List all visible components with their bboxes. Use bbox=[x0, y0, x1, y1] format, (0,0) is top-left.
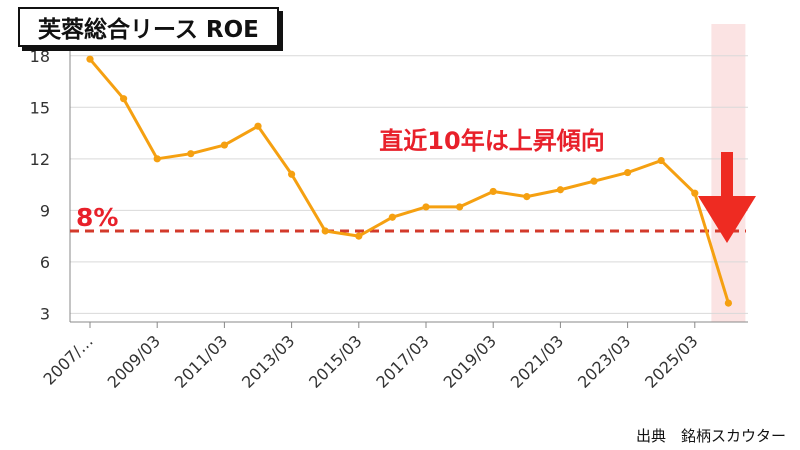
data-point bbox=[187, 150, 195, 158]
x-tick-label: 2021/03 bbox=[507, 331, 567, 391]
x-tick-label: 2017/03 bbox=[372, 331, 432, 391]
data-point bbox=[590, 177, 598, 185]
x-tick-label: 2009/03 bbox=[104, 331, 164, 391]
y-tick-label: 9 bbox=[40, 201, 50, 220]
y-tick-label: 15 bbox=[30, 98, 50, 117]
x-tick-label: 2019/03 bbox=[440, 331, 500, 391]
data-point bbox=[456, 203, 464, 211]
data-point bbox=[153, 155, 161, 163]
source-credit: 出典 銘柄スカウター bbox=[635, 427, 786, 445]
y-tick-label: 18 bbox=[30, 47, 50, 66]
x-tick-label: 2015/03 bbox=[305, 331, 365, 391]
data-point bbox=[556, 186, 565, 194]
data-point bbox=[523, 193, 531, 201]
data-point bbox=[86, 55, 94, 63]
y-tick-label: 6 bbox=[40, 253, 50, 272]
chart-title: 芙蓉総合リース ROE bbox=[18, 7, 279, 47]
data-point bbox=[724, 299, 733, 307]
roe-line bbox=[88, 58, 730, 304]
data-point bbox=[489, 187, 497, 196]
x-tick-label: 2011/03 bbox=[171, 331, 231, 391]
data-point bbox=[321, 227, 329, 235]
y-tick-label: 3 bbox=[40, 304, 50, 323]
x-tick-label: 2007/… bbox=[39, 331, 96, 388]
data-point bbox=[288, 170, 296, 178]
down-arrow-icon bbox=[698, 152, 756, 243]
data-point bbox=[624, 168, 632, 177]
data-point bbox=[220, 141, 228, 149]
reference-label: 8% bbox=[76, 203, 118, 232]
x-tick-label: 2023/03 bbox=[574, 331, 634, 391]
data-point bbox=[120, 95, 128, 103]
trend-annotation: 直近10年は上昇傾向 bbox=[379, 127, 604, 155]
data-point bbox=[388, 213, 396, 221]
y-tick-label: 12 bbox=[30, 150, 50, 169]
data-point bbox=[355, 232, 363, 240]
data-point bbox=[657, 156, 665, 165]
data-point bbox=[422, 203, 430, 211]
data-point bbox=[254, 122, 262, 130]
x-tick-label: 2013/03 bbox=[238, 331, 298, 391]
data-point bbox=[691, 189, 699, 197]
x-tick-label: 2025/03 bbox=[641, 331, 701, 391]
